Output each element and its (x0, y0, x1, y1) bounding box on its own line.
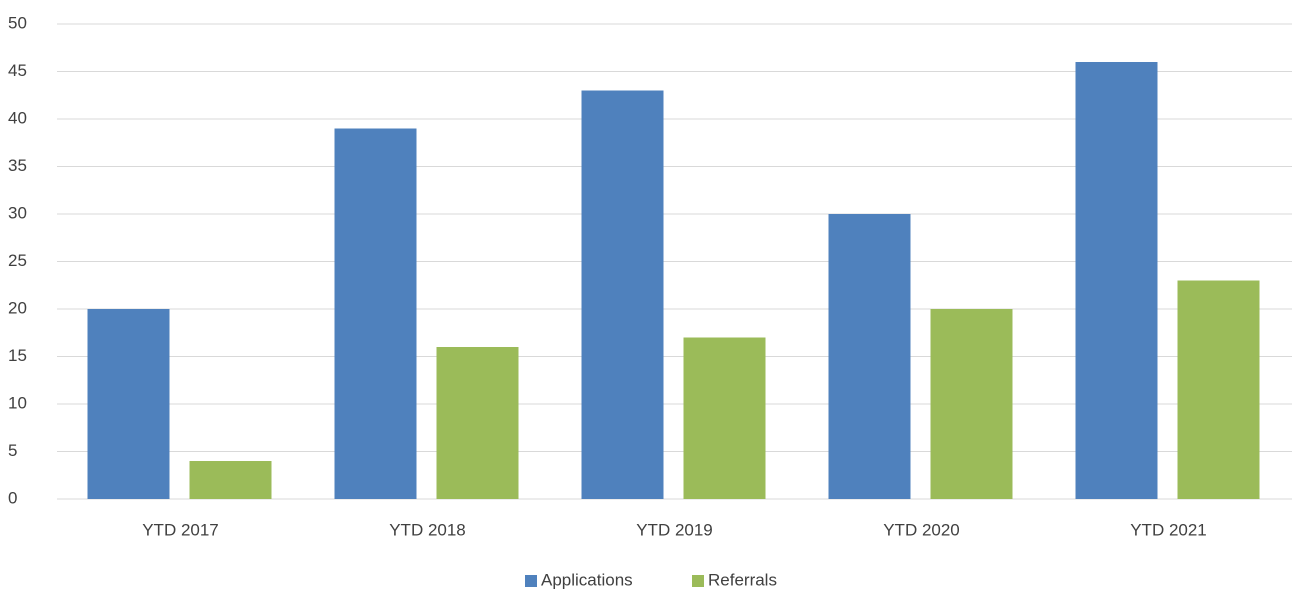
bar (828, 214, 911, 499)
bar (1075, 62, 1158, 499)
x-tick-label: YTD 2017 (142, 520, 219, 539)
y-tick-label: 20 (8, 298, 27, 317)
y-tick-label: 25 (8, 251, 27, 270)
bar (436, 347, 519, 499)
legend-swatch (525, 575, 537, 587)
y-tick-label: 30 (8, 203, 27, 222)
bar (334, 128, 417, 499)
y-tick-label: 50 (8, 13, 27, 32)
legend-label: Applications (541, 570, 633, 589)
y-tick-label: 15 (8, 346, 27, 365)
bar (87, 309, 170, 499)
y-tick-label: 0 (8, 488, 17, 507)
legend-swatch (692, 575, 704, 587)
y-tick-label: 10 (8, 393, 27, 412)
x-tick-label: YTD 2020 (883, 520, 960, 539)
x-tick-label: YTD 2019 (636, 520, 713, 539)
legend-label: Referrals (708, 570, 777, 589)
bar (930, 309, 1013, 499)
y-tick-label: 40 (8, 108, 27, 127)
x-tick-label: YTD 2018 (389, 520, 466, 539)
y-tick-label: 45 (8, 61, 27, 80)
y-tick-label: 35 (8, 156, 27, 175)
bar (683, 337, 766, 499)
bar (1177, 280, 1260, 499)
bar (581, 90, 664, 499)
bar (189, 461, 272, 499)
x-tick-label: YTD 2021 (1130, 520, 1207, 539)
y-tick-label: 5 (8, 441, 17, 460)
